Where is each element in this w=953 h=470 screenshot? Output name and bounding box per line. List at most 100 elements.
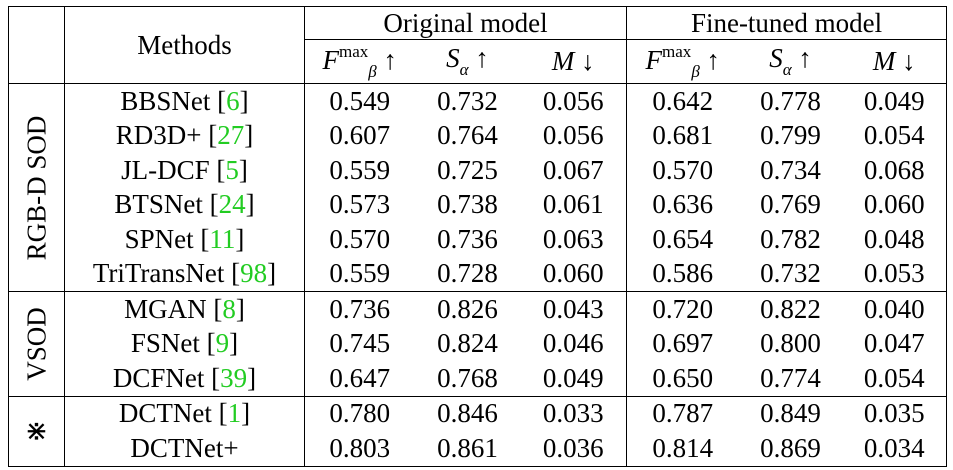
original-mae-value: 0.067 (520, 153, 628, 188)
finetuned-mae-value: 0.034 (842, 431, 948, 467)
finetuned-s-alpha-value: 0.782 (760, 223, 821, 254)
finetuned-f-beta-max-header: Fmaxβ ↑ (626, 39, 739, 84)
citation-link[interactable]: 9 (215, 328, 230, 359)
original-s-alpha-value: 0.846 (437, 398, 498, 429)
finetuned-f-beta-max-value: 0.570 (652, 154, 714, 185)
citation-link[interactable]: 11 (209, 223, 236, 254)
finetuned-mae-value: 0.048 (842, 222, 948, 257)
citation-link[interactable]: 39 (220, 362, 248, 393)
citation-link[interactable]: 1 (227, 398, 242, 429)
original-mae-value: 0.056 (520, 118, 628, 153)
method-name-cell: JL-DCF [5] (64, 153, 305, 188)
citation-link[interactable]: 6 (226, 85, 240, 116)
metric-arrow: ↑ (706, 44, 721, 75)
original-f-beta-max-value: 0.573 (329, 189, 391, 220)
metric-symbol: F (645, 44, 663, 75)
method-name: BBSNet (120, 85, 211, 116)
finetuned-mae-value: 0.054 (842, 118, 948, 153)
original-f-beta-max-header: Fmaxβ ↑ (304, 39, 415, 84)
method-name-cell: BBSNet [6] (64, 83, 305, 119)
table-row: ⋇ DCTNet [1] 0.780 0.846 0.033 0.787 0.849 0.03… (8, 396, 948, 467)
original-f-beta-max-value: 0.647 (304, 361, 415, 397)
table-row: FSNet [9] 0.745 0.824 0.046 0.697 0.800 0.047 (9, 326, 948, 361)
finetuned-f-beta-max-value: 0.636 (652, 189, 714, 220)
method-name-cell: DCFNet [39] (64, 361, 305, 397)
method-name: FSNet (130, 328, 200, 359)
citation-link[interactable]: 24 (218, 189, 246, 220)
method-name: MGAN (124, 293, 207, 324)
method-name: BTSNet (114, 189, 203, 220)
group-label-cell: ⋇ (8, 396, 65, 467)
finetuned-f-beta-max-value: 0.642 (652, 85, 714, 116)
method-name-cell: RD3D+ [27] (64, 118, 305, 153)
finetuned-s-alpha-value: 0.778 (760, 85, 821, 116)
table-row: DCTNet+ 0.803 0.861 0.036 0.814 0.869 0.034 (9, 431, 948, 467)
original-f-beta-max-value: 0.559 (304, 256, 415, 292)
metric-subscript: β (691, 61, 700, 81)
methods-header: Methods (64, 6, 305, 84)
original-f-beta-max-value: 0.549 (329, 85, 391, 116)
group-label: VSOD (21, 306, 51, 381)
citation-link[interactable]: 5 (225, 154, 239, 185)
table-row: VSOD MGAN [8] 0.736 0.826 0.043 0.720 0.822 0.0… (8, 291, 948, 397)
finetuned-s-alpha-value: 0.849 (760, 398, 821, 429)
metric-arrow: ↓ (902, 46, 916, 76)
original-f-beta-max-value: 0.607 (329, 120, 391, 151)
method-name: RD3D+ (115, 120, 202, 151)
method-name: DCFNet (112, 362, 205, 393)
metric-superscript: max (339, 41, 369, 61)
original-f-beta-max-value: 0.745 (329, 328, 391, 359)
method-name-cell: DCTNet+ (64, 431, 305, 467)
method-name-cell: FSNet [9] (64, 326, 305, 361)
metric-arrow: ↓ (581, 46, 595, 76)
finetuned-mae-value: 0.049 (842, 83, 948, 119)
original-f-beta-max-value: 0.559 (329, 154, 391, 185)
original-f-beta-max-value: 0.570 (329, 223, 391, 254)
original-mae-value: 0.056 (520, 83, 628, 119)
metric-arrow: ↑ (798, 43, 812, 73)
finetuned-s-alpha-value: 0.774 (738, 361, 843, 397)
finetuned-mae-header: M ↓ (842, 39, 948, 84)
original-f-beta-max-value: 0.803 (304, 431, 415, 467)
corner-cell (8, 6, 65, 40)
finetuned-mae-value: 0.054 (842, 361, 948, 397)
original-s-alpha-value: 0.738 (437, 189, 498, 220)
original-mae-header: M ↓ (520, 39, 628, 84)
method-name-cell: TriTransNet [98] (64, 256, 305, 292)
metric-arrow: ↑ (475, 43, 489, 73)
results-table: Methods Original model Fine-tuned model … (8, 6, 948, 467)
original-mae-value: 0.060 (520, 256, 628, 292)
original-s-alpha-value: 0.826 (437, 293, 498, 324)
finetuned-s-alpha-value: 0.869 (738, 431, 843, 467)
original-s-alpha-value: 0.732 (437, 85, 498, 116)
finetuned-s-alpha-value: 0.732 (738, 256, 843, 292)
original-mae-value: 0.061 (520, 187, 628, 222)
finetuned-mae-value: 0.068 (842, 153, 948, 188)
citation-link[interactable]: 27 (217, 120, 245, 151)
original-mae-value: 0.043 (520, 291, 628, 327)
method-name-cell: SPNet [11] (64, 222, 305, 257)
corner-cell-lower (8, 39, 65, 84)
metric-superscript: max (662, 41, 692, 61)
metric-symbol: M (551, 46, 575, 76)
method-name: DCTNet (118, 398, 212, 429)
finetuned-mae-value: 0.035 (842, 396, 948, 431)
metric-symbol: S (446, 43, 460, 73)
citation-link[interactable]: 8 (222, 293, 236, 324)
original-mae-value: 0.036 (520, 431, 628, 467)
table-row: BTSNet [24] 0.573 0.738 0.061 0.636 0.769 0.06… (9, 187, 948, 222)
original-model-header: Original model (304, 6, 628, 40)
original-s-alpha-value: 0.824 (437, 328, 498, 359)
method-name-cell: DCTNet [1] (64, 396, 305, 431)
original-s-alpha-value: 0.861 (414, 431, 521, 467)
original-s-alpha-value: 0.736 (437, 223, 498, 254)
metric-symbol: F (322, 44, 340, 75)
table-row: JL-DCF [5] 0.559 0.725 0.067 0.570 0.734 0.068 (9, 153, 948, 188)
metric-symbol: M (872, 46, 896, 76)
citation-link[interactable]: 98 (240, 258, 268, 289)
group-label: RGB-D SOD (21, 115, 51, 260)
original-mae-value: 0.046 (520, 326, 628, 361)
finetuned-f-beta-max-value: 0.586 (626, 256, 739, 292)
finetuned-s-alpha-value: 0.769 (760, 189, 821, 220)
original-f-beta-max-value: 0.736 (329, 293, 391, 324)
